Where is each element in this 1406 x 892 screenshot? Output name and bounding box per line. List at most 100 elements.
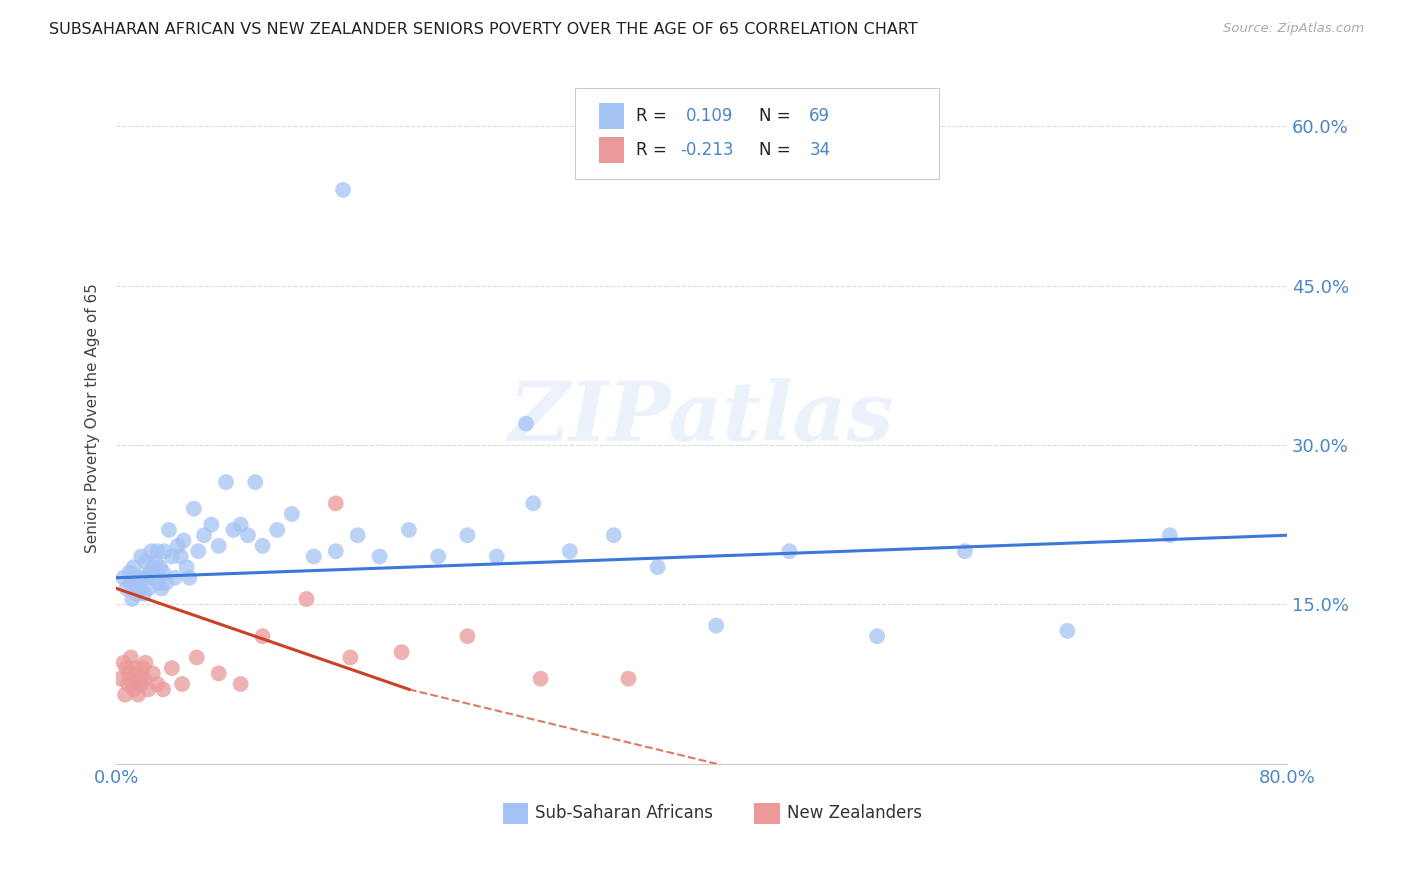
Point: [398, 523, 420, 537]
Point: [142, 666, 165, 681]
Point: [647, 560, 669, 574]
Point: [953, 544, 976, 558]
Y-axis label: Seniors Poverty Over the Age of 65: Seniors Poverty Over the Age of 65: [86, 284, 100, 553]
Point: [208, 666, 231, 681]
Point: [122, 560, 145, 574]
Point: [163, 571, 186, 585]
Point: [127, 688, 149, 702]
Point: [150, 582, 173, 596]
Point: [208, 539, 231, 553]
Point: [146, 544, 169, 558]
Point: [193, 528, 215, 542]
Point: [617, 672, 640, 686]
Text: R =: R =: [636, 107, 672, 125]
Text: ZIPatlas: ZIPatlas: [509, 378, 894, 458]
Text: 69: 69: [810, 107, 831, 125]
Point: [112, 656, 135, 670]
Text: N =: N =: [759, 141, 796, 160]
Point: [866, 629, 889, 643]
Point: [138, 582, 160, 596]
FancyBboxPatch shape: [754, 803, 780, 824]
Point: [139, 566, 162, 580]
Point: [152, 682, 174, 697]
Point: [152, 566, 174, 580]
Point: [129, 549, 152, 564]
Point: [346, 528, 368, 542]
Point: [427, 549, 450, 564]
Point: [120, 650, 142, 665]
Point: [166, 539, 188, 553]
Point: [1056, 624, 1078, 638]
Point: [252, 539, 274, 553]
Text: R =: R =: [636, 141, 672, 160]
Point: [118, 666, 141, 681]
Point: [229, 517, 252, 532]
Point: [302, 549, 325, 564]
Point: [173, 533, 195, 548]
Point: [200, 517, 222, 532]
Point: [121, 677, 143, 691]
Point: [245, 475, 267, 489]
Point: [229, 677, 252, 691]
Point: [160, 661, 183, 675]
Point: [368, 549, 391, 564]
Point: [1159, 528, 1181, 542]
Point: [456, 629, 478, 643]
Point: [132, 672, 155, 686]
Point: [112, 571, 135, 585]
Point: [117, 677, 139, 691]
Point: [160, 549, 183, 564]
Point: [183, 501, 205, 516]
Point: [131, 571, 153, 585]
Point: [124, 576, 146, 591]
Point: [391, 645, 413, 659]
Point: [558, 544, 581, 558]
Point: [132, 587, 155, 601]
Point: [456, 528, 478, 542]
Point: [172, 677, 194, 691]
Point: [169, 549, 191, 564]
Point: [125, 587, 148, 601]
Point: [135, 656, 157, 670]
Text: 34: 34: [810, 141, 831, 160]
Point: [146, 677, 169, 691]
Point: [142, 560, 165, 574]
Point: [143, 571, 166, 585]
Point: [118, 566, 141, 580]
Point: [129, 677, 152, 691]
Point: [186, 650, 208, 665]
Point: [115, 661, 138, 675]
Point: [295, 592, 318, 607]
Point: [778, 544, 800, 558]
Point: [124, 661, 146, 675]
Point: [332, 183, 354, 197]
Point: [515, 417, 537, 431]
Point: [266, 523, 288, 537]
FancyBboxPatch shape: [502, 803, 529, 824]
FancyBboxPatch shape: [575, 88, 939, 178]
Point: [176, 560, 198, 574]
Point: [325, 544, 347, 558]
Point: [281, 507, 304, 521]
Point: [114, 688, 136, 702]
Point: [325, 496, 347, 510]
Point: [179, 571, 201, 585]
Text: Sub-Saharan Africans: Sub-Saharan Africans: [536, 805, 713, 822]
Text: Source: ZipAtlas.com: Source: ZipAtlas.com: [1223, 22, 1364, 36]
Point: [121, 592, 143, 607]
Point: [222, 523, 245, 537]
Text: SUBSAHARAN AFRICAN VS NEW ZEALANDER SENIORS POVERTY OVER THE AGE OF 65 CORRELATI: SUBSAHARAN AFRICAN VS NEW ZEALANDER SENI…: [49, 22, 918, 37]
Point: [157, 523, 180, 537]
Point: [141, 544, 163, 558]
Point: [120, 576, 142, 591]
Point: [529, 672, 551, 686]
Point: [603, 528, 626, 542]
Point: [115, 582, 138, 596]
Point: [187, 544, 209, 558]
Point: [215, 475, 238, 489]
Point: [153, 544, 176, 558]
Point: [122, 682, 145, 697]
Text: N =: N =: [759, 107, 796, 125]
Point: [128, 672, 150, 686]
Point: [149, 560, 172, 574]
